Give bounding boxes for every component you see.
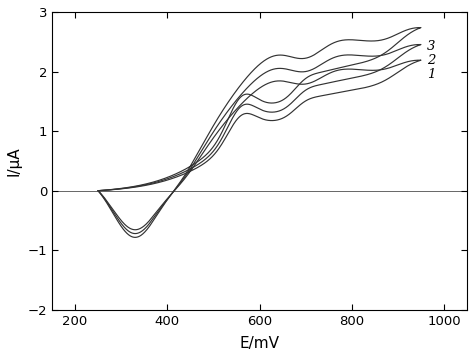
X-axis label: E/mV: E/mV [239, 336, 280, 351]
Text: 2: 2 [427, 54, 435, 67]
Text: 1: 1 [427, 68, 435, 81]
Y-axis label: I/μA: I/μA [7, 146, 22, 176]
Text: 3: 3 [427, 40, 435, 53]
